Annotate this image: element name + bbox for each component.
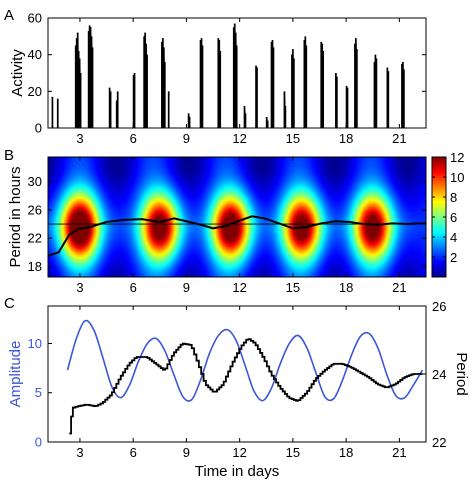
x-tick-label: 18 [339, 131, 353, 146]
y-tick-label: 0 [35, 435, 42, 450]
y-tick-label: 20 [28, 84, 42, 99]
y-tick-label: 0 [35, 121, 42, 136]
activity-burst [108, 87, 112, 128]
y-tick-label-right: 24 [432, 367, 446, 382]
colorbar-tick-label: 6 [450, 210, 457, 225]
colorbar-tick-label: 2 [450, 250, 457, 265]
period-ridge-line [48, 215, 426, 257]
activity-burst [243, 106, 247, 128]
x-tick-label: 6 [130, 280, 137, 295]
panel-b-frame [47, 156, 427, 278]
activity-burst [291, 49, 295, 128]
activity-burst [132, 73, 136, 128]
y-tick-label: 10 [28, 336, 42, 351]
activity-bars [51, 23, 405, 128]
x-tick-label: 21 [392, 445, 406, 460]
y-tick-label: 26 [28, 202, 42, 217]
activity-burst [115, 91, 119, 128]
x-tick-label: 18 [339, 280, 353, 295]
wavelet-heatmap [48, 157, 426, 277]
x-tick-label: 3 [76, 280, 83, 295]
activity-burst [87, 25, 94, 128]
activity-burst [161, 38, 166, 128]
x-tick-label: 15 [286, 445, 300, 460]
x-tick-label: 9 [183, 445, 190, 460]
x-tick-label: 9 [183, 280, 190, 295]
panel-c-ticks: 3 6 9 12 15 18 21 0 5 10 22 24 26 [28, 299, 447, 460]
x-tick-label: 12 [232, 280, 246, 295]
activity-burst [345, 85, 349, 128]
activity-burst [232, 23, 238, 128]
panel-b-ticks: 3 6 9 12 15 18 21 18 22 26 30 [28, 157, 426, 295]
panel-c: C 3 6 9 12 15 18 21 0 5 10 22 24 26 Amplitude Period… [4, 295, 470, 480]
x-tick-label: 6 [130, 131, 137, 146]
panel-c-label: C [4, 295, 15, 312]
y-tick-label: 5 [35, 385, 42, 400]
x-tick-label: 12 [232, 445, 246, 460]
colorbar-tick-label: 10 [450, 170, 464, 185]
x-tick-label: 21 [392, 131, 406, 146]
x-tick-label: 15 [286, 131, 300, 146]
activity-burst [283, 91, 287, 128]
panel-b-ylabel: Period in hours [7, 167, 24, 268]
activity-burst [401, 62, 405, 128]
x-tick-label: 12 [232, 131, 246, 146]
y-tick-label-right: 22 [432, 435, 446, 450]
activity-burst [386, 67, 390, 128]
x-tick-label: 9 [183, 131, 190, 146]
activity-burst [74, 32, 82, 128]
panel-a-frame [47, 17, 427, 129]
y-tick-label-right: 26 [432, 299, 446, 314]
panel-a: A 3 6 9 12 15 18 21 0 20 40 60 Activity [4, 7, 427, 146]
panel-a-ylabel: Activity [9, 49, 26, 97]
colorbar-tick-label: 4 [450, 230, 457, 245]
activity-burst [303, 36, 308, 128]
colorbar-tick-label: 8 [450, 190, 457, 205]
panel-b-label: B [4, 147, 14, 164]
x-tick-label: 15 [286, 280, 300, 295]
panel-c-frame [47, 305, 427, 443]
panel-a-ticks: 3 6 9 12 15 18 21 0 20 40 60 [28, 11, 426, 146]
period-line [69, 338, 423, 435]
y-tick-label: 60 [28, 11, 42, 26]
activity-burst [143, 32, 148, 128]
y-tick-label: 30 [28, 174, 42, 189]
y-tick-label: 22 [28, 231, 42, 246]
colorbar-ticks: 2 4 6 8 10 12 [432, 150, 464, 265]
activity-burst [270, 40, 275, 128]
x-tick-label: 6 [130, 445, 137, 460]
panel-c-ylabel-right: Period [453, 352, 470, 395]
activity-burst [354, 38, 358, 128]
activity-burst [320, 41, 325, 128]
x-tick-label: 3 [76, 131, 83, 146]
activity-burst [265, 117, 269, 128]
x-tick-label: 3 [76, 445, 83, 460]
panel-c-xlabel: Time in days [195, 463, 279, 480]
activity-burst [187, 113, 191, 128]
y-tick-label: 40 [28, 47, 42, 62]
panel-c-ylabel-left: Amplitude [7, 341, 24, 408]
activity-burst [255, 65, 258, 128]
activity-burst [199, 38, 204, 128]
colorbar-tick-label: 12 [450, 150, 464, 165]
activity-burst [217, 38, 222, 128]
activity-burst [373, 54, 378, 128]
activity-burst [335, 73, 338, 128]
x-tick-label: 21 [392, 280, 406, 295]
panel-a-label: A [4, 7, 14, 24]
y-tick-label: 18 [28, 259, 42, 274]
amplitude-line [66, 319, 424, 402]
panel-b: B 3 6 9 12 15 18 21 18 22 26 30 Period in hours 2 4… [4, 147, 464, 295]
x-tick-label: 18 [339, 445, 353, 460]
